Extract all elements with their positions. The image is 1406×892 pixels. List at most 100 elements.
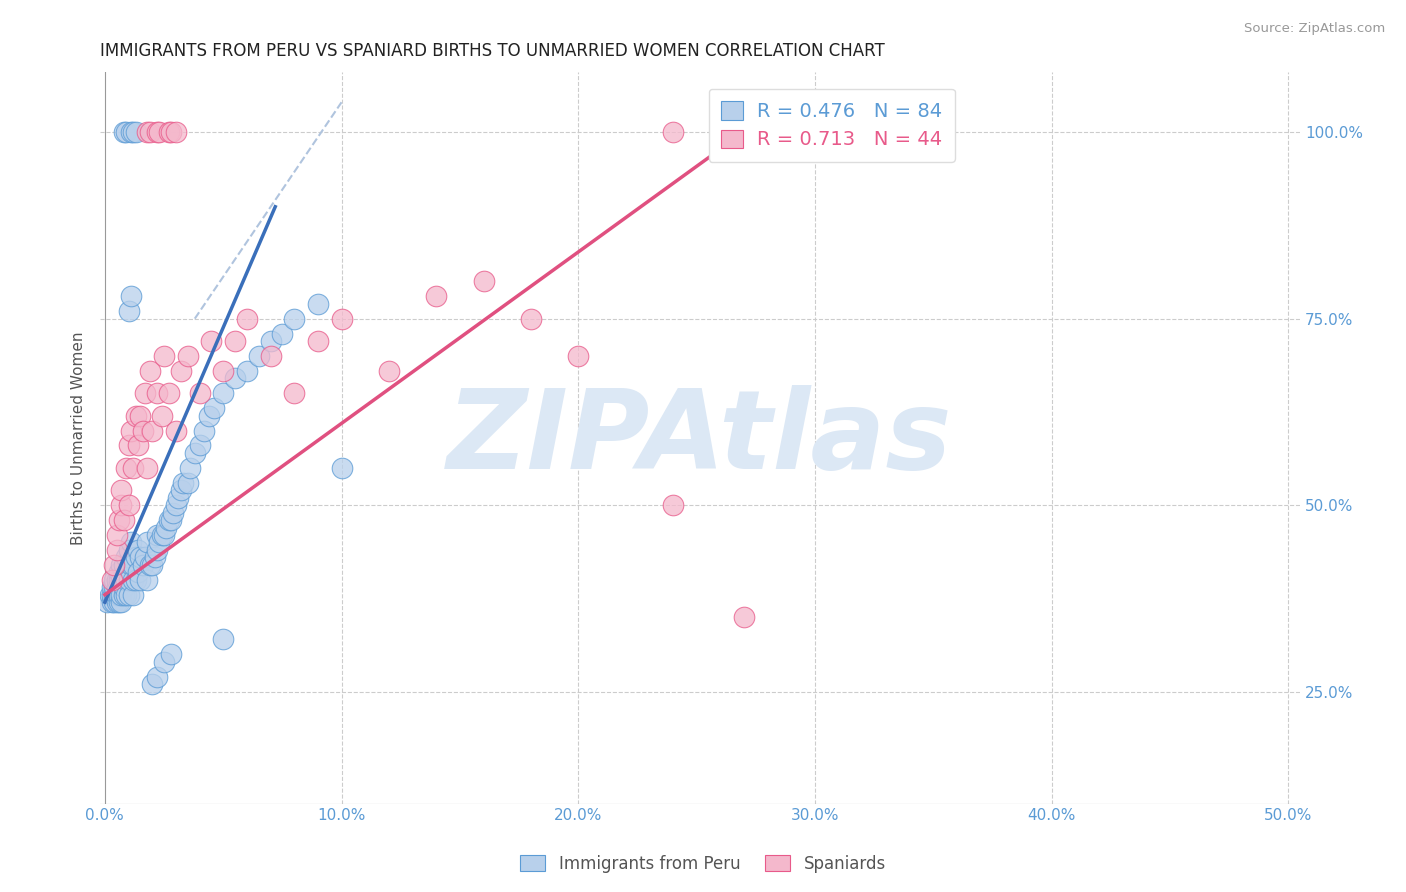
Point — [101, 580, 124, 594]
Point — [153, 349, 176, 363]
Point — [117, 438, 139, 452]
Point — [162, 506, 184, 520]
Point — [105, 543, 128, 558]
Text: Source: ZipAtlas.com: Source: ZipAtlas.com — [1244, 22, 1385, 36]
Point — [662, 125, 685, 139]
Point — [155, 520, 177, 534]
Point — [157, 125, 180, 139]
Point — [472, 274, 495, 288]
Point — [136, 461, 159, 475]
Point — [212, 364, 235, 378]
Point — [110, 498, 132, 512]
Point — [148, 535, 170, 549]
Point — [136, 535, 159, 549]
Legend: R = 0.476   N = 84, R = 0.713   N = 44: R = 0.476 N = 84, R = 0.713 N = 44 — [709, 89, 955, 161]
Point — [247, 349, 270, 363]
Point — [129, 550, 152, 565]
Point — [330, 461, 353, 475]
Point — [169, 483, 191, 498]
Point — [146, 386, 169, 401]
Point — [139, 125, 162, 139]
Point — [167, 491, 190, 505]
Point — [141, 424, 163, 438]
Point — [120, 125, 142, 139]
Point — [96, 595, 118, 609]
Point — [105, 573, 128, 587]
Point — [120, 424, 142, 438]
Point — [110, 573, 132, 587]
Point — [112, 558, 135, 572]
Point — [160, 648, 183, 662]
Point — [110, 483, 132, 498]
Point — [283, 311, 305, 326]
Point — [124, 409, 146, 423]
Point — [112, 125, 135, 139]
Point — [132, 558, 155, 572]
Point — [143, 550, 166, 565]
Point — [115, 550, 138, 565]
Point — [98, 588, 121, 602]
Point — [176, 475, 198, 490]
Point — [141, 677, 163, 691]
Point — [127, 566, 149, 580]
Point — [103, 580, 125, 594]
Point — [165, 125, 187, 139]
Point — [662, 498, 685, 512]
Point — [132, 424, 155, 438]
Point — [115, 573, 138, 587]
Point — [115, 461, 138, 475]
Point — [283, 386, 305, 401]
Point — [112, 580, 135, 594]
Point — [136, 573, 159, 587]
Point — [520, 311, 543, 326]
Point — [124, 573, 146, 587]
Point — [139, 558, 162, 572]
Point — [136, 125, 159, 139]
Point — [129, 573, 152, 587]
Point — [259, 349, 281, 363]
Point — [120, 558, 142, 572]
Point — [224, 334, 246, 348]
Point — [124, 550, 146, 565]
Point — [139, 364, 162, 378]
Point — [108, 513, 131, 527]
Point — [236, 364, 259, 378]
Point — [127, 543, 149, 558]
Point — [110, 588, 132, 602]
Point — [146, 670, 169, 684]
Point — [101, 588, 124, 602]
Point — [103, 595, 125, 609]
Point — [120, 289, 142, 303]
Point — [307, 334, 329, 348]
Point — [184, 446, 207, 460]
Point — [110, 558, 132, 572]
Point — [122, 573, 145, 587]
Point — [146, 528, 169, 542]
Point — [165, 424, 187, 438]
Point — [378, 364, 401, 378]
Point — [117, 304, 139, 318]
Point — [117, 498, 139, 512]
Point — [150, 409, 173, 423]
Point — [112, 588, 135, 602]
Point — [117, 588, 139, 602]
Point — [202, 401, 225, 416]
Point — [733, 610, 755, 624]
Point — [172, 475, 194, 490]
Point — [212, 386, 235, 401]
Point — [141, 558, 163, 572]
Point — [134, 550, 156, 565]
Point — [127, 438, 149, 452]
Point — [330, 311, 353, 326]
Point — [169, 364, 191, 378]
Point — [103, 573, 125, 587]
Point — [157, 513, 180, 527]
Point — [108, 573, 131, 587]
Point — [122, 125, 145, 139]
Point — [122, 461, 145, 475]
Point — [236, 311, 259, 326]
Point — [176, 349, 198, 363]
Point — [124, 125, 146, 139]
Point — [200, 334, 222, 348]
Point — [425, 289, 447, 303]
